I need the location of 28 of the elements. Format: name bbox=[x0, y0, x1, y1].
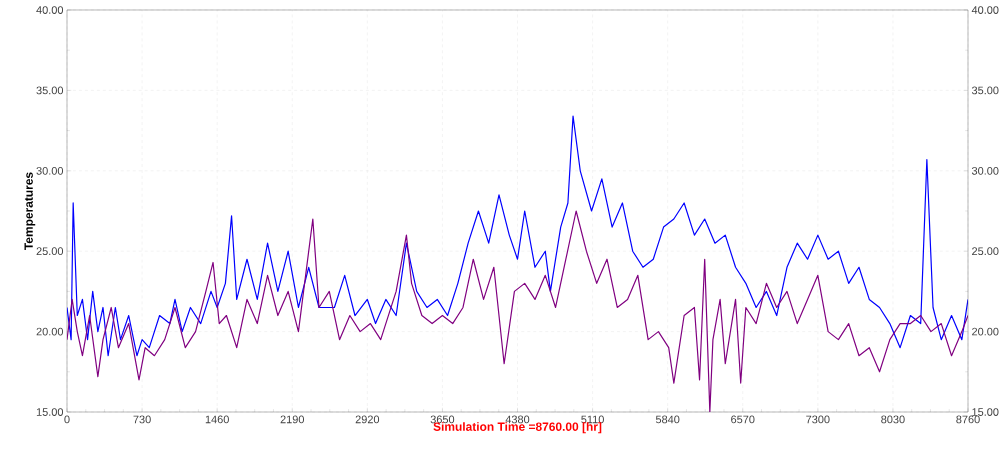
y-tick-label: 15.00 bbox=[36, 408, 64, 416]
x-tick-label: 7300 bbox=[806, 415, 830, 424]
y2-tick-label: 25.00 bbox=[972, 247, 999, 256]
y-axis-title: Temperatures bbox=[24, 172, 36, 250]
x-tick-label: 8030 bbox=[881, 415, 905, 424]
x-tick-label: 8760 bbox=[956, 415, 980, 424]
x-tick-label: 3650 bbox=[430, 415, 455, 424]
y2-tick-label: 30.00 bbox=[971, 166, 999, 175]
y-tick-label: 20.00 bbox=[36, 327, 64, 336]
y2-tick-label: 40.00 bbox=[971, 6, 999, 14]
x-tick-label: 2920 bbox=[355, 415, 380, 424]
y-tick-label: 25.00 bbox=[36, 247, 64, 256]
y2-tick-label: 35.00 bbox=[971, 86, 999, 95]
x-tick-label: 730 bbox=[133, 415, 151, 424]
x-tick-label: 5840 bbox=[655, 415, 680, 424]
x-axis-title: Simulation Time =8760.00 [hr] bbox=[433, 422, 602, 434]
y-tick-label: 40.00 bbox=[36, 6, 64, 14]
x-tick-label: 0 bbox=[64, 415, 70, 424]
line-series bbox=[67, 115, 969, 357]
x-tick-label: 5110 bbox=[581, 415, 604, 424]
x-tick-label: 4380 bbox=[505, 415, 530, 424]
y2-tick-label: 15.00 bbox=[972, 408, 999, 416]
y2-tick-label: 20.00 bbox=[972, 327, 999, 336]
y-tick-label: 30.00 bbox=[36, 166, 64, 175]
x-tick-label: 6570 bbox=[731, 415, 755, 424]
x-tick-label: 2190 bbox=[280, 415, 304, 424]
x-tick-label: 1460 bbox=[205, 415, 229, 424]
y-tick-label: 35.00 bbox=[36, 86, 64, 95]
